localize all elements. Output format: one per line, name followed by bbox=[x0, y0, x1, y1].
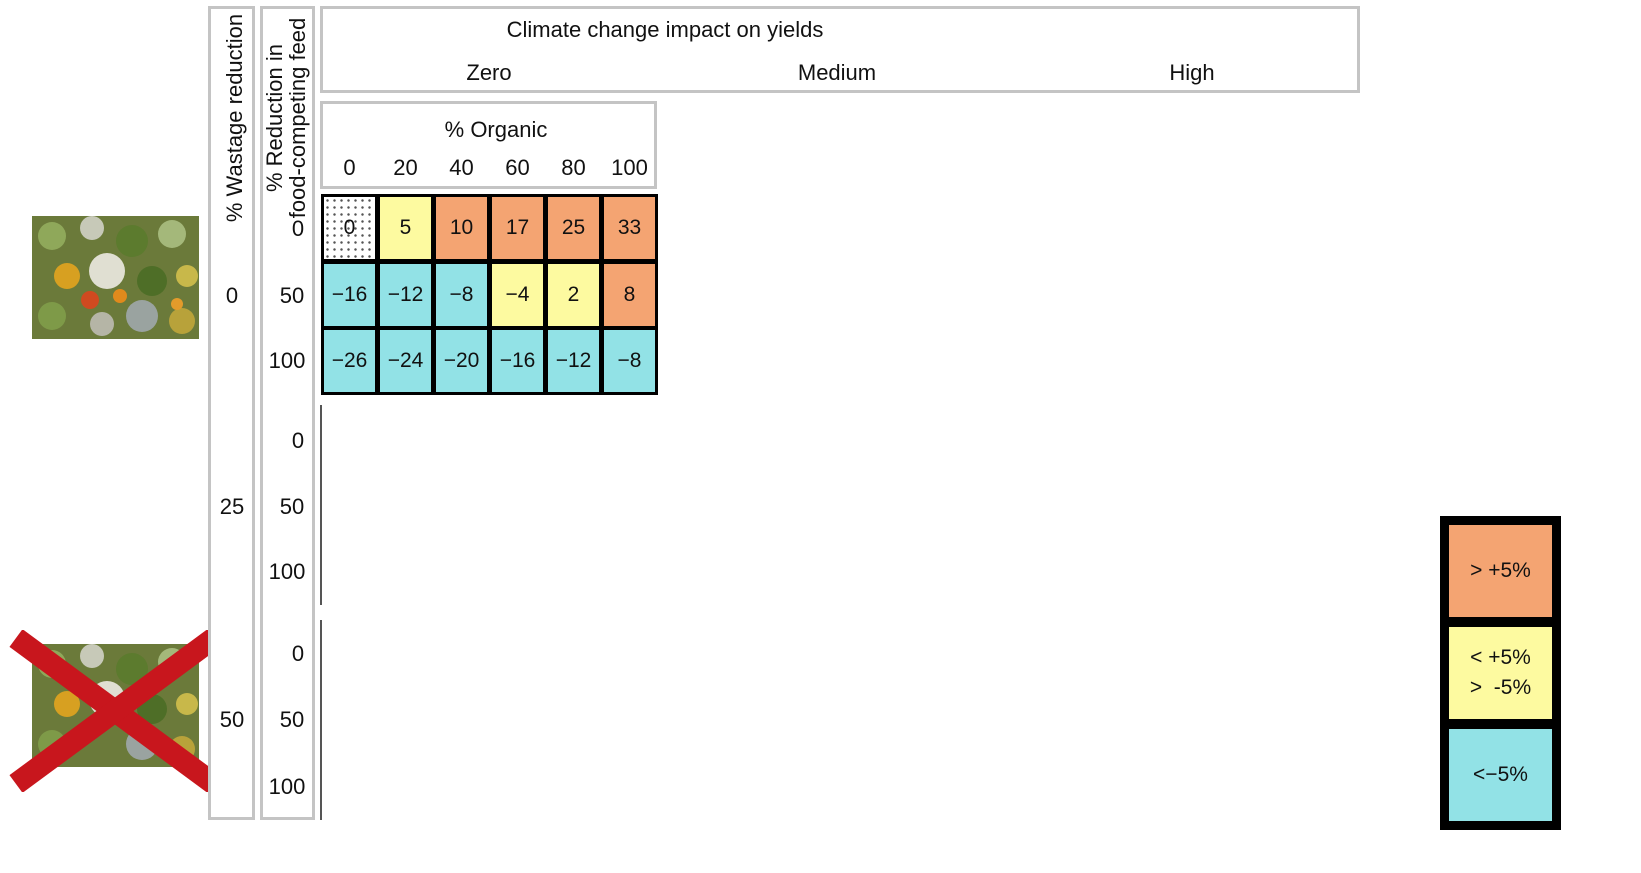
feed-value: 50 bbox=[279, 494, 305, 519]
heatmap-cell: −8 bbox=[433, 261, 490, 329]
organic-tick-40: 40 bbox=[449, 155, 474, 180]
cross-icon bbox=[9, 630, 221, 792]
legend-item-1: < +5% > -5% bbox=[1440, 618, 1561, 728]
heatmap-cell: 2 bbox=[545, 261, 602, 329]
organic-tick-80: 80 bbox=[561, 155, 586, 180]
feed-value: 0 bbox=[291, 641, 305, 666]
feed-value: 50 bbox=[279, 283, 305, 308]
heatmap-cell: −12 bbox=[377, 261, 434, 329]
scenario-medium: Medium bbox=[797, 60, 877, 85]
feed-value: 0 bbox=[291, 216, 305, 241]
feed-value: 100 bbox=[268, 348, 306, 373]
wastage-axis-label: % Wastage reduction bbox=[222, 13, 247, 223]
heatmap-cell: −16 bbox=[489, 327, 546, 395]
heatmap-cell: 8 bbox=[601, 261, 658, 329]
food-waste-photo bbox=[32, 216, 199, 339]
climate-header-box bbox=[320, 6, 1360, 93]
organic-tick-0: 0 bbox=[343, 155, 356, 180]
wastage-value-0: 0 bbox=[225, 283, 239, 308]
climate-header-title: Climate change impact on yields bbox=[506, 17, 824, 42]
wastage-value-25: 25 bbox=[219, 494, 245, 519]
legend-item-0: > +5% bbox=[1440, 516, 1561, 626]
heatmap-cell: −4 bbox=[489, 261, 546, 329]
heatmap-cell: −24 bbox=[377, 327, 434, 395]
heatmap-cell: 17 bbox=[489, 194, 546, 262]
feed-value: 0 bbox=[291, 428, 305, 453]
heatmap-cell: −20 bbox=[433, 327, 490, 395]
feed-axis-box bbox=[260, 6, 315, 820]
organic-tick-100: 100 bbox=[611, 155, 648, 180]
feed-value: 100 bbox=[268, 559, 306, 584]
organic-header-box bbox=[320, 101, 657, 189]
organic-axis-label: % Organic bbox=[444, 117, 548, 142]
feed-value: 100 bbox=[268, 774, 306, 799]
heatmap-cell: −26 bbox=[321, 327, 378, 395]
heatmap-cell: 25 bbox=[545, 194, 602, 262]
feed-axis-label-line2: food-competing feed bbox=[285, 17, 310, 219]
wastage-axis-box bbox=[208, 6, 255, 820]
heatmap-cell: 10 bbox=[433, 194, 490, 262]
heatmap-cell: 33 bbox=[601, 194, 658, 262]
feed-axis-label: % Reduction in food-competing feed bbox=[262, 8, 311, 228]
heatmap-cell: −12 bbox=[545, 327, 602, 395]
heatmap-cell: −16 bbox=[321, 261, 378, 329]
heatmap-cell: 5 bbox=[377, 194, 434, 262]
scenario-high: High bbox=[1169, 60, 1215, 85]
feed-axis-label-line1: % Reduction in bbox=[262, 44, 287, 192]
organic-tick-60: 60 bbox=[505, 155, 530, 180]
heatmap-cell: 0 bbox=[321, 194, 378, 262]
heatmap-cell: −8 bbox=[601, 327, 658, 395]
feed-value: 50 bbox=[279, 707, 305, 732]
wastage-value-50: 50 bbox=[219, 707, 245, 732]
scenario-zero: Zero bbox=[466, 60, 512, 85]
legend-item-2: <−5% bbox=[1440, 720, 1561, 830]
separator-line bbox=[320, 405, 322, 605]
separator-line bbox=[320, 620, 322, 820]
organic-tick-20: 20 bbox=[393, 155, 418, 180]
